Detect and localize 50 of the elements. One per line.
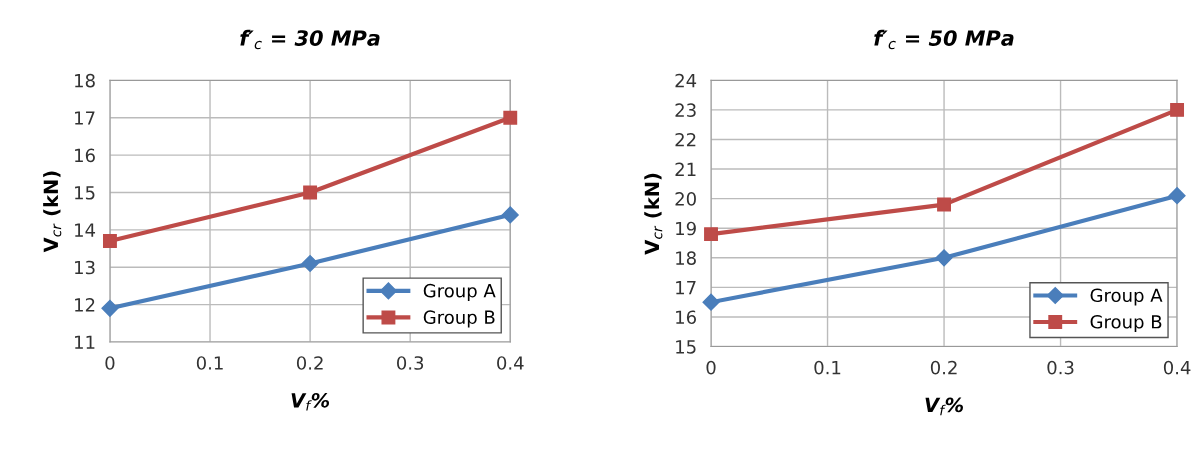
point xyxy=(1170,102,1185,117)
chart-title: f′$_{c}$ = 50 MPa xyxy=(874,29,1014,50)
point xyxy=(935,249,953,267)
x-tick-label: 0.4 xyxy=(1163,360,1191,375)
y-tick-label: 18 xyxy=(676,251,696,265)
x-tick-label: 0.4 xyxy=(497,356,524,370)
y-tick-label: 16 xyxy=(75,148,95,163)
y-axis-title: V$_{cr}$ (kN) xyxy=(644,173,663,255)
point xyxy=(301,254,319,273)
point xyxy=(503,110,518,125)
point xyxy=(102,234,117,248)
x-tick-label: 0.2 xyxy=(296,356,323,370)
x-tick-label: 0.2 xyxy=(930,360,957,375)
point xyxy=(937,197,951,212)
y-tick-label: 11 xyxy=(75,335,95,349)
y-tick-label: 22 xyxy=(675,132,696,147)
x-tick-label: 0.1 xyxy=(814,360,841,375)
y-tick-label: 18 xyxy=(75,73,95,88)
y-tick-label: 14 xyxy=(75,223,96,237)
x-axis-title: V$_{f}$% xyxy=(925,397,963,416)
y-tick-label: 17 xyxy=(676,281,696,295)
point xyxy=(101,299,119,317)
y-tick-label: 15 xyxy=(676,340,696,354)
y-axis-title: V$_{cr}$ (kN) xyxy=(43,171,62,253)
legend-label: Group A xyxy=(1090,288,1163,306)
y-tick-label: 13 xyxy=(75,260,95,275)
y-tick-label: 23 xyxy=(675,103,696,118)
y-tick-label: 17 xyxy=(75,111,95,125)
y-tick-label: 21 xyxy=(675,162,696,176)
y-tick-label: 16 xyxy=(676,310,696,325)
point xyxy=(704,227,718,242)
y-tick-label: 19 xyxy=(676,221,696,236)
x-tick-label: 0 xyxy=(105,356,115,370)
x-tick-label: 0 xyxy=(706,360,716,375)
x-tick-label: 0.3 xyxy=(1047,360,1074,375)
x-tick-label: 0.1 xyxy=(196,356,223,370)
y-tick-label: 24 xyxy=(675,73,697,88)
y-tick-label: 15 xyxy=(75,186,95,200)
point xyxy=(1168,187,1186,205)
point xyxy=(303,185,318,200)
chart-title: f′$_{c}$ = 30 MPa xyxy=(240,29,380,50)
legend-label: Group B xyxy=(423,310,495,328)
y-tick-label: 12 xyxy=(75,298,95,312)
x-tick-label: 0.3 xyxy=(397,356,424,370)
y-tick-label: 20 xyxy=(675,192,696,206)
point xyxy=(702,293,720,311)
x-axis-title: V$_{f}$% xyxy=(291,392,330,411)
legend-label: Group A xyxy=(423,283,496,302)
legend-label: Group B xyxy=(1090,314,1162,333)
point xyxy=(501,206,519,224)
